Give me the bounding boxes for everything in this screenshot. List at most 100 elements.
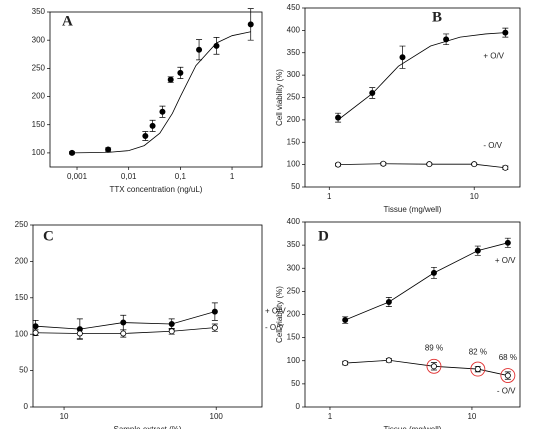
y-tick-label: 200 (287, 310, 301, 319)
y-tick-label: 150 (15, 293, 29, 302)
data-point (471, 161, 478, 168)
data-point (342, 317, 349, 324)
x-tick-label: 0,01 (121, 172, 137, 181)
fit-curve (72, 31, 251, 154)
data-point (502, 29, 509, 36)
y-tick-label: 0 (296, 402, 301, 411)
data-point (399, 54, 406, 61)
y-tick-label: 300 (32, 35, 46, 44)
panel: C 0 50 100 150 200 250 10 100 Sample extract (%) +… (15, 220, 287, 429)
x-tick-label: 1 (230, 172, 235, 181)
panel-letter: B (432, 9, 442, 25)
data-point (430, 363, 437, 370)
y-tick-label: 50 (291, 379, 300, 388)
data-point (159, 108, 166, 115)
data-point (385, 299, 392, 306)
point-label: 68 % (499, 353, 517, 362)
y-tick-label: 300 (287, 70, 301, 79)
y-tick-label: 250 (32, 63, 46, 72)
x-tick-label: 10 (470, 192, 479, 201)
y-tick-label: 200 (32, 92, 46, 101)
y-tick-label: 150 (32, 120, 46, 129)
plot-frame (32, 224, 263, 408)
y-tick-label: 200 (15, 257, 29, 266)
y-tick-label: 350 (287, 48, 301, 57)
point-label: 89 % (425, 344, 443, 353)
x-tick-label: 10 (60, 412, 69, 421)
y-tick-label: 250 (287, 93, 301, 102)
y-axis-label: Cell viability (%) (275, 286, 284, 343)
y-tick-label: 250 (287, 286, 301, 295)
y-tick-label: 50 (19, 366, 28, 375)
x-tick-label: 10 (467, 412, 476, 421)
data-point (504, 239, 511, 246)
y-axis-label: Cell viability (%) (275, 69, 284, 126)
y-tick-label: 100 (32, 148, 46, 157)
y-tick-label: 450 (287, 3, 301, 12)
data-point (504, 372, 511, 379)
highlight-ring (470, 361, 486, 377)
data-point (430, 269, 437, 276)
data-point (342, 360, 349, 367)
data-point (177, 69, 184, 76)
data-point (168, 321, 175, 328)
y-tick-label: 100 (287, 160, 301, 169)
data-point (120, 330, 127, 337)
panel: B 50 100 150 200 250 300 350 400 450 1 10 Tissue (mg… (275, 3, 521, 214)
x-axis-label: Sample extract (%) (113, 425, 181, 429)
series-label: - O/V (497, 387, 516, 396)
y-tick-label: 100 (287, 356, 301, 365)
series-line (338, 163, 506, 169)
y-tick-label: 0 (24, 402, 29, 411)
data-point (32, 329, 39, 336)
plot-frame (49, 11, 263, 168)
y-tick-label: 400 (287, 217, 301, 226)
data-point (120, 319, 127, 326)
data-point (443, 36, 450, 43)
data-point (380, 160, 387, 167)
panel-letter: C (43, 228, 54, 244)
data-point (247, 21, 254, 28)
series-label: + O/V (483, 52, 504, 61)
y-tick-label: 150 (287, 333, 301, 342)
panel: D 0 50 100 150 200 250 300 350 400 1 10 Tissue (mg/w… (275, 217, 521, 429)
series-label: + O/V (495, 256, 516, 265)
data-point (369, 90, 376, 97)
data-point (213, 42, 220, 49)
highlight-ring (500, 368, 516, 383)
point-label: 82 % (469, 347, 487, 356)
x-tick-label: 100 (210, 412, 224, 421)
plot-frame (304, 221, 521, 408)
y-tick-label: 400 (287, 25, 301, 34)
panel-letter: A (62, 13, 73, 29)
data-point (502, 164, 509, 171)
y-tick-label: 150 (287, 137, 301, 146)
data-point (335, 114, 342, 121)
data-point (142, 132, 149, 139)
data-point (211, 324, 218, 331)
x-tick-label: 1 (327, 192, 332, 201)
series-label: - O/V (483, 141, 502, 150)
plot-frame (304, 7, 521, 188)
y-tick-label: 350 (32, 7, 46, 16)
y-tick-label: 250 (15, 220, 29, 229)
x-tick-label: 1 (328, 412, 333, 421)
data-point (211, 308, 218, 315)
data-point (474, 366, 481, 373)
x-tick-label: 0,1 (175, 172, 187, 181)
data-point (385, 357, 392, 364)
data-point (149, 122, 156, 129)
y-tick-label: 350 (287, 240, 301, 249)
data-point (196, 46, 203, 53)
data-point (69, 149, 76, 156)
data-point (76, 330, 83, 337)
x-axis-label: TTX concentration (ng/uL) (110, 185, 203, 194)
x-axis-label: Tissue (mg/well) (384, 425, 442, 429)
data-point (474, 247, 481, 254)
data-point (335, 161, 342, 168)
y-tick-label: 300 (287, 263, 301, 272)
y-tick-label: 50 (291, 182, 300, 191)
series-label: + O/V (265, 307, 286, 316)
data-point (426, 161, 433, 168)
y-tick-label: 100 (15, 329, 29, 338)
